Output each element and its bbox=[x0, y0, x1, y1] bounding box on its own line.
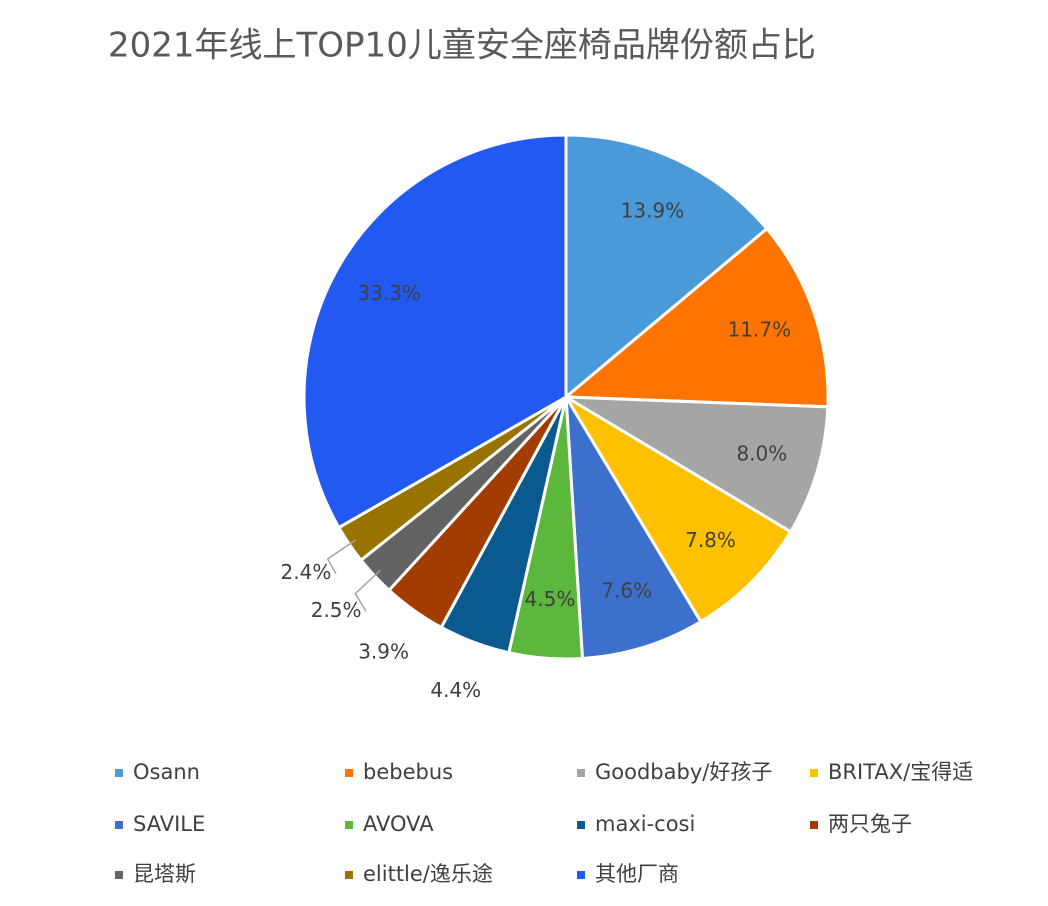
data-label: 7.6% bbox=[601, 579, 652, 603]
pie-slice bbox=[564, 133, 769, 401]
legend-swatch bbox=[115, 821, 123, 829]
legend-label: AVOVA bbox=[363, 812, 434, 836]
legend-label: elittle/逸乐途 bbox=[363, 862, 493, 886]
legend-label: Osann bbox=[133, 760, 200, 784]
data-label: 3.9% bbox=[358, 640, 409, 664]
legend-label: maxi-cosi bbox=[595, 812, 695, 836]
legend-label: BRITAX/宝得适 bbox=[828, 760, 973, 784]
data-label: 4.5% bbox=[525, 587, 576, 611]
legend-label: 两只兔子 bbox=[828, 812, 912, 836]
data-label: 33.3% bbox=[357, 281, 421, 305]
pie-slice bbox=[564, 395, 793, 624]
leader-line bbox=[326, 539, 357, 575]
legend-label: 其他厂商 bbox=[595, 862, 679, 886]
data-label: 4.4% bbox=[430, 678, 481, 702]
data-label: 13.9% bbox=[621, 198, 685, 222]
legend-swatch bbox=[115, 769, 123, 777]
data-label: 2.4% bbox=[281, 560, 332, 584]
chart-title: 2021年线上TOP10儿童安全座椅品牌份额占比 bbox=[108, 26, 816, 66]
legend-label: Goodbaby/好孩子 bbox=[595, 760, 772, 784]
legend-swatch bbox=[577, 821, 585, 829]
data-label: 7.8% bbox=[685, 528, 736, 552]
data-label: 8.0% bbox=[736, 442, 787, 466]
legend-swatch bbox=[810, 769, 818, 777]
legend-swatch bbox=[577, 871, 585, 879]
legend-swatch bbox=[810, 821, 818, 829]
data-label: 2.5% bbox=[311, 598, 362, 622]
data-label: 11.7% bbox=[728, 317, 792, 341]
legend-swatch bbox=[577, 769, 585, 777]
pie-slice bbox=[565, 395, 830, 534]
legend-label: 昆塔斯 bbox=[133, 862, 196, 886]
pie-slice bbox=[562, 226, 830, 409]
legend-swatch bbox=[345, 821, 353, 829]
leader-line bbox=[354, 569, 381, 612]
pie-slice bbox=[564, 396, 703, 661]
legend-label: SAVILE bbox=[133, 812, 205, 836]
legend-swatch bbox=[115, 871, 123, 879]
legend-swatch bbox=[345, 769, 353, 777]
legend-swatch bbox=[345, 871, 353, 879]
pie-slice bbox=[302, 133, 568, 530]
legend-label: bebebus bbox=[363, 760, 453, 784]
